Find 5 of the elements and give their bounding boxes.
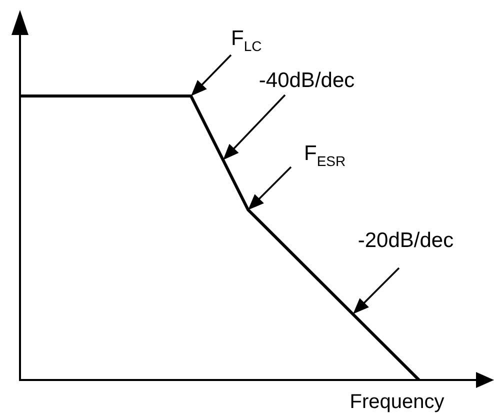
annotation: -20dB/dec — [358, 229, 454, 254]
x-axis-title: Frequency — [350, 391, 444, 413]
text: F$_{LC}$ — [231, 27, 262, 54]
text: -40dB/dec — [258, 68, 355, 93]
annotation: F$_{ESR}$ — [304, 142, 346, 169]
